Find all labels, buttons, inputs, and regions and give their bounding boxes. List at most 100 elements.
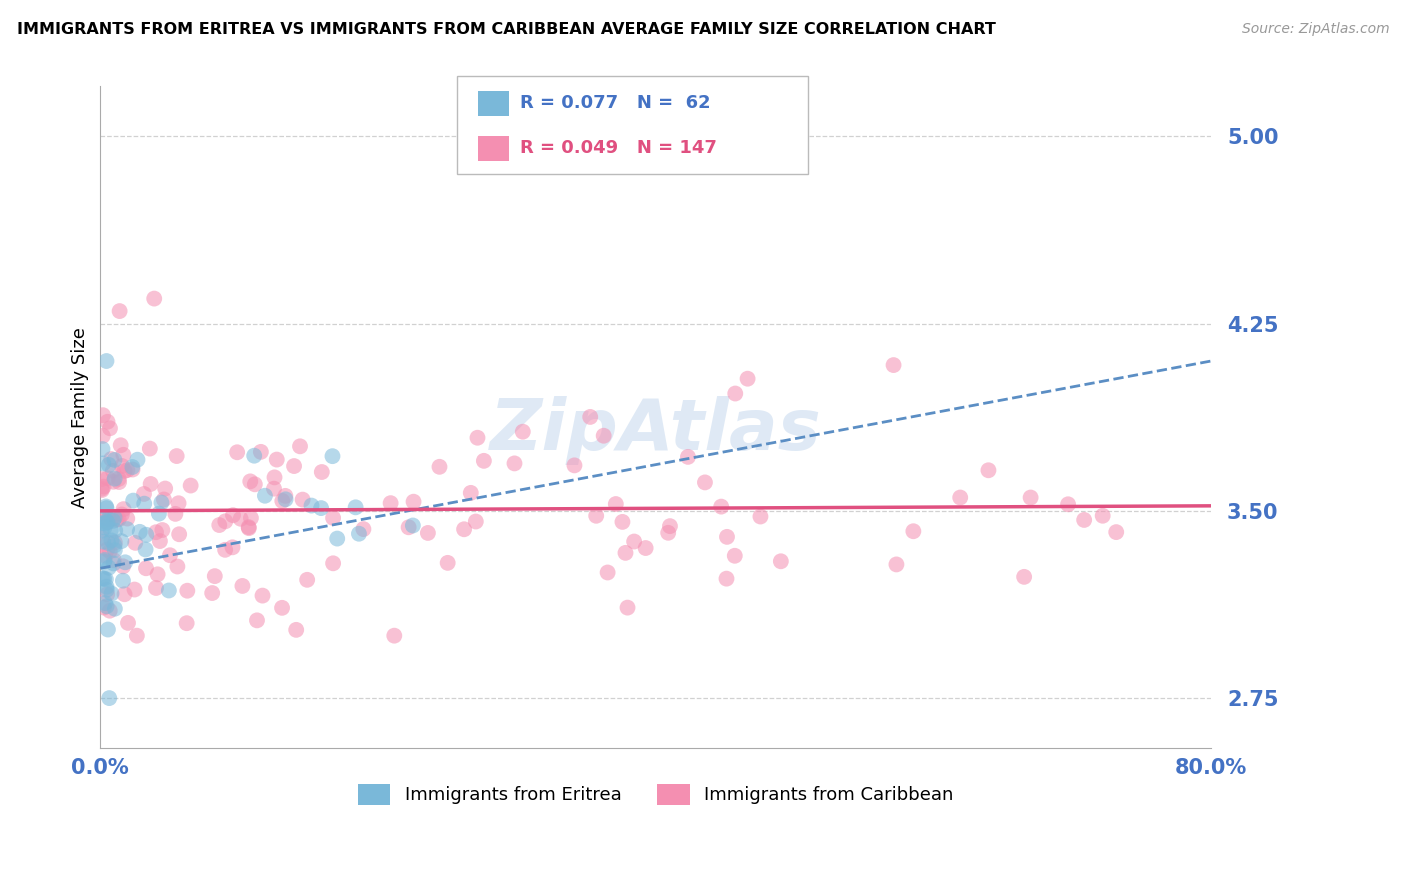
Point: [222, 508, 245, 523]
Point: [90, 482, 112, 496]
Point: [94, 596, 117, 610]
Point: [271, 600, 294, 615]
Point: [93, 479, 115, 493]
Point: [605, 497, 627, 511]
Point: [93, 553, 115, 567]
Point: [472, 454, 495, 468]
Point: [564, 458, 586, 473]
Point: [96, 354, 118, 368]
Point: [97, 471, 120, 485]
Y-axis label: Average Family Size: Average Family Size: [72, 326, 89, 508]
Point: [122, 493, 145, 508]
Point: [252, 589, 274, 603]
Point: [90, 472, 112, 486]
Point: [98, 691, 121, 706]
Point: [104, 472, 127, 486]
Point: [112, 448, 135, 462]
Point: [107, 472, 129, 486]
Point: [94, 572, 117, 586]
Point: [204, 569, 226, 583]
Point: [657, 525, 679, 540]
Point: [658, 519, 681, 533]
Point: [1091, 508, 1114, 523]
Point: [585, 508, 607, 523]
Point: [96, 542, 118, 557]
Point: [153, 492, 176, 507]
Point: [166, 449, 188, 463]
Point: [91, 408, 114, 422]
Point: [90, 524, 112, 538]
Point: [166, 559, 188, 574]
Point: [157, 583, 180, 598]
Point: [623, 534, 645, 549]
Point: [238, 521, 260, 535]
Point: [614, 546, 637, 560]
Point: [135, 561, 157, 575]
Point: [903, 524, 925, 539]
Point: [96, 515, 118, 529]
Point: [165, 507, 187, 521]
Point: [112, 559, 135, 574]
Point: [96, 587, 118, 601]
Point: [146, 567, 169, 582]
Point: [710, 500, 733, 514]
Point: [111, 508, 134, 522]
Point: [239, 511, 262, 525]
Point: [110, 534, 132, 549]
Point: [97, 515, 120, 529]
Point: [693, 475, 716, 490]
Point: [1105, 525, 1128, 540]
Point: [97, 458, 120, 472]
Point: [139, 477, 162, 491]
Point: [243, 449, 266, 463]
Point: [214, 542, 236, 557]
Point: [128, 524, 150, 539]
Point: [125, 629, 148, 643]
Point: [467, 431, 489, 445]
Point: [180, 478, 202, 492]
Point: [121, 462, 143, 476]
Point: [344, 500, 367, 515]
Point: [579, 409, 602, 424]
Point: [214, 514, 236, 528]
Point: [1057, 497, 1080, 511]
Point: [886, 558, 908, 572]
Point: [108, 475, 131, 489]
Point: [91, 534, 114, 549]
Point: [96, 415, 118, 429]
Point: [716, 530, 738, 544]
Point: [114, 464, 136, 478]
Point: [93, 600, 115, 615]
Point: [111, 574, 134, 588]
Point: [104, 524, 127, 538]
Point: [159, 548, 181, 562]
Point: [283, 458, 305, 473]
Point: [167, 527, 190, 541]
Point: [150, 523, 173, 537]
Legend: Immigrants from Eritrea, Immigrants from Caribbean: Immigrants from Eritrea, Immigrants from…: [350, 777, 960, 812]
Point: [977, 463, 1000, 477]
Point: [124, 536, 146, 550]
Point: [176, 616, 198, 631]
Point: [94, 549, 117, 563]
Point: [239, 475, 262, 489]
Point: [103, 539, 125, 553]
Point: [208, 518, 231, 533]
Point: [145, 525, 167, 540]
Point: [98, 421, 121, 435]
Point: [148, 507, 170, 521]
Point: [114, 555, 136, 569]
Point: [91, 571, 114, 585]
Point: [402, 518, 425, 533]
Point: [201, 586, 224, 600]
Point: [382, 629, 405, 643]
Point: [117, 463, 139, 477]
Point: [107, 512, 129, 526]
Point: [238, 520, 260, 534]
Point: [291, 492, 314, 507]
Point: [96, 580, 118, 594]
Point: [436, 556, 458, 570]
Point: [93, 514, 115, 528]
Point: [91, 531, 114, 545]
Point: [100, 586, 122, 600]
